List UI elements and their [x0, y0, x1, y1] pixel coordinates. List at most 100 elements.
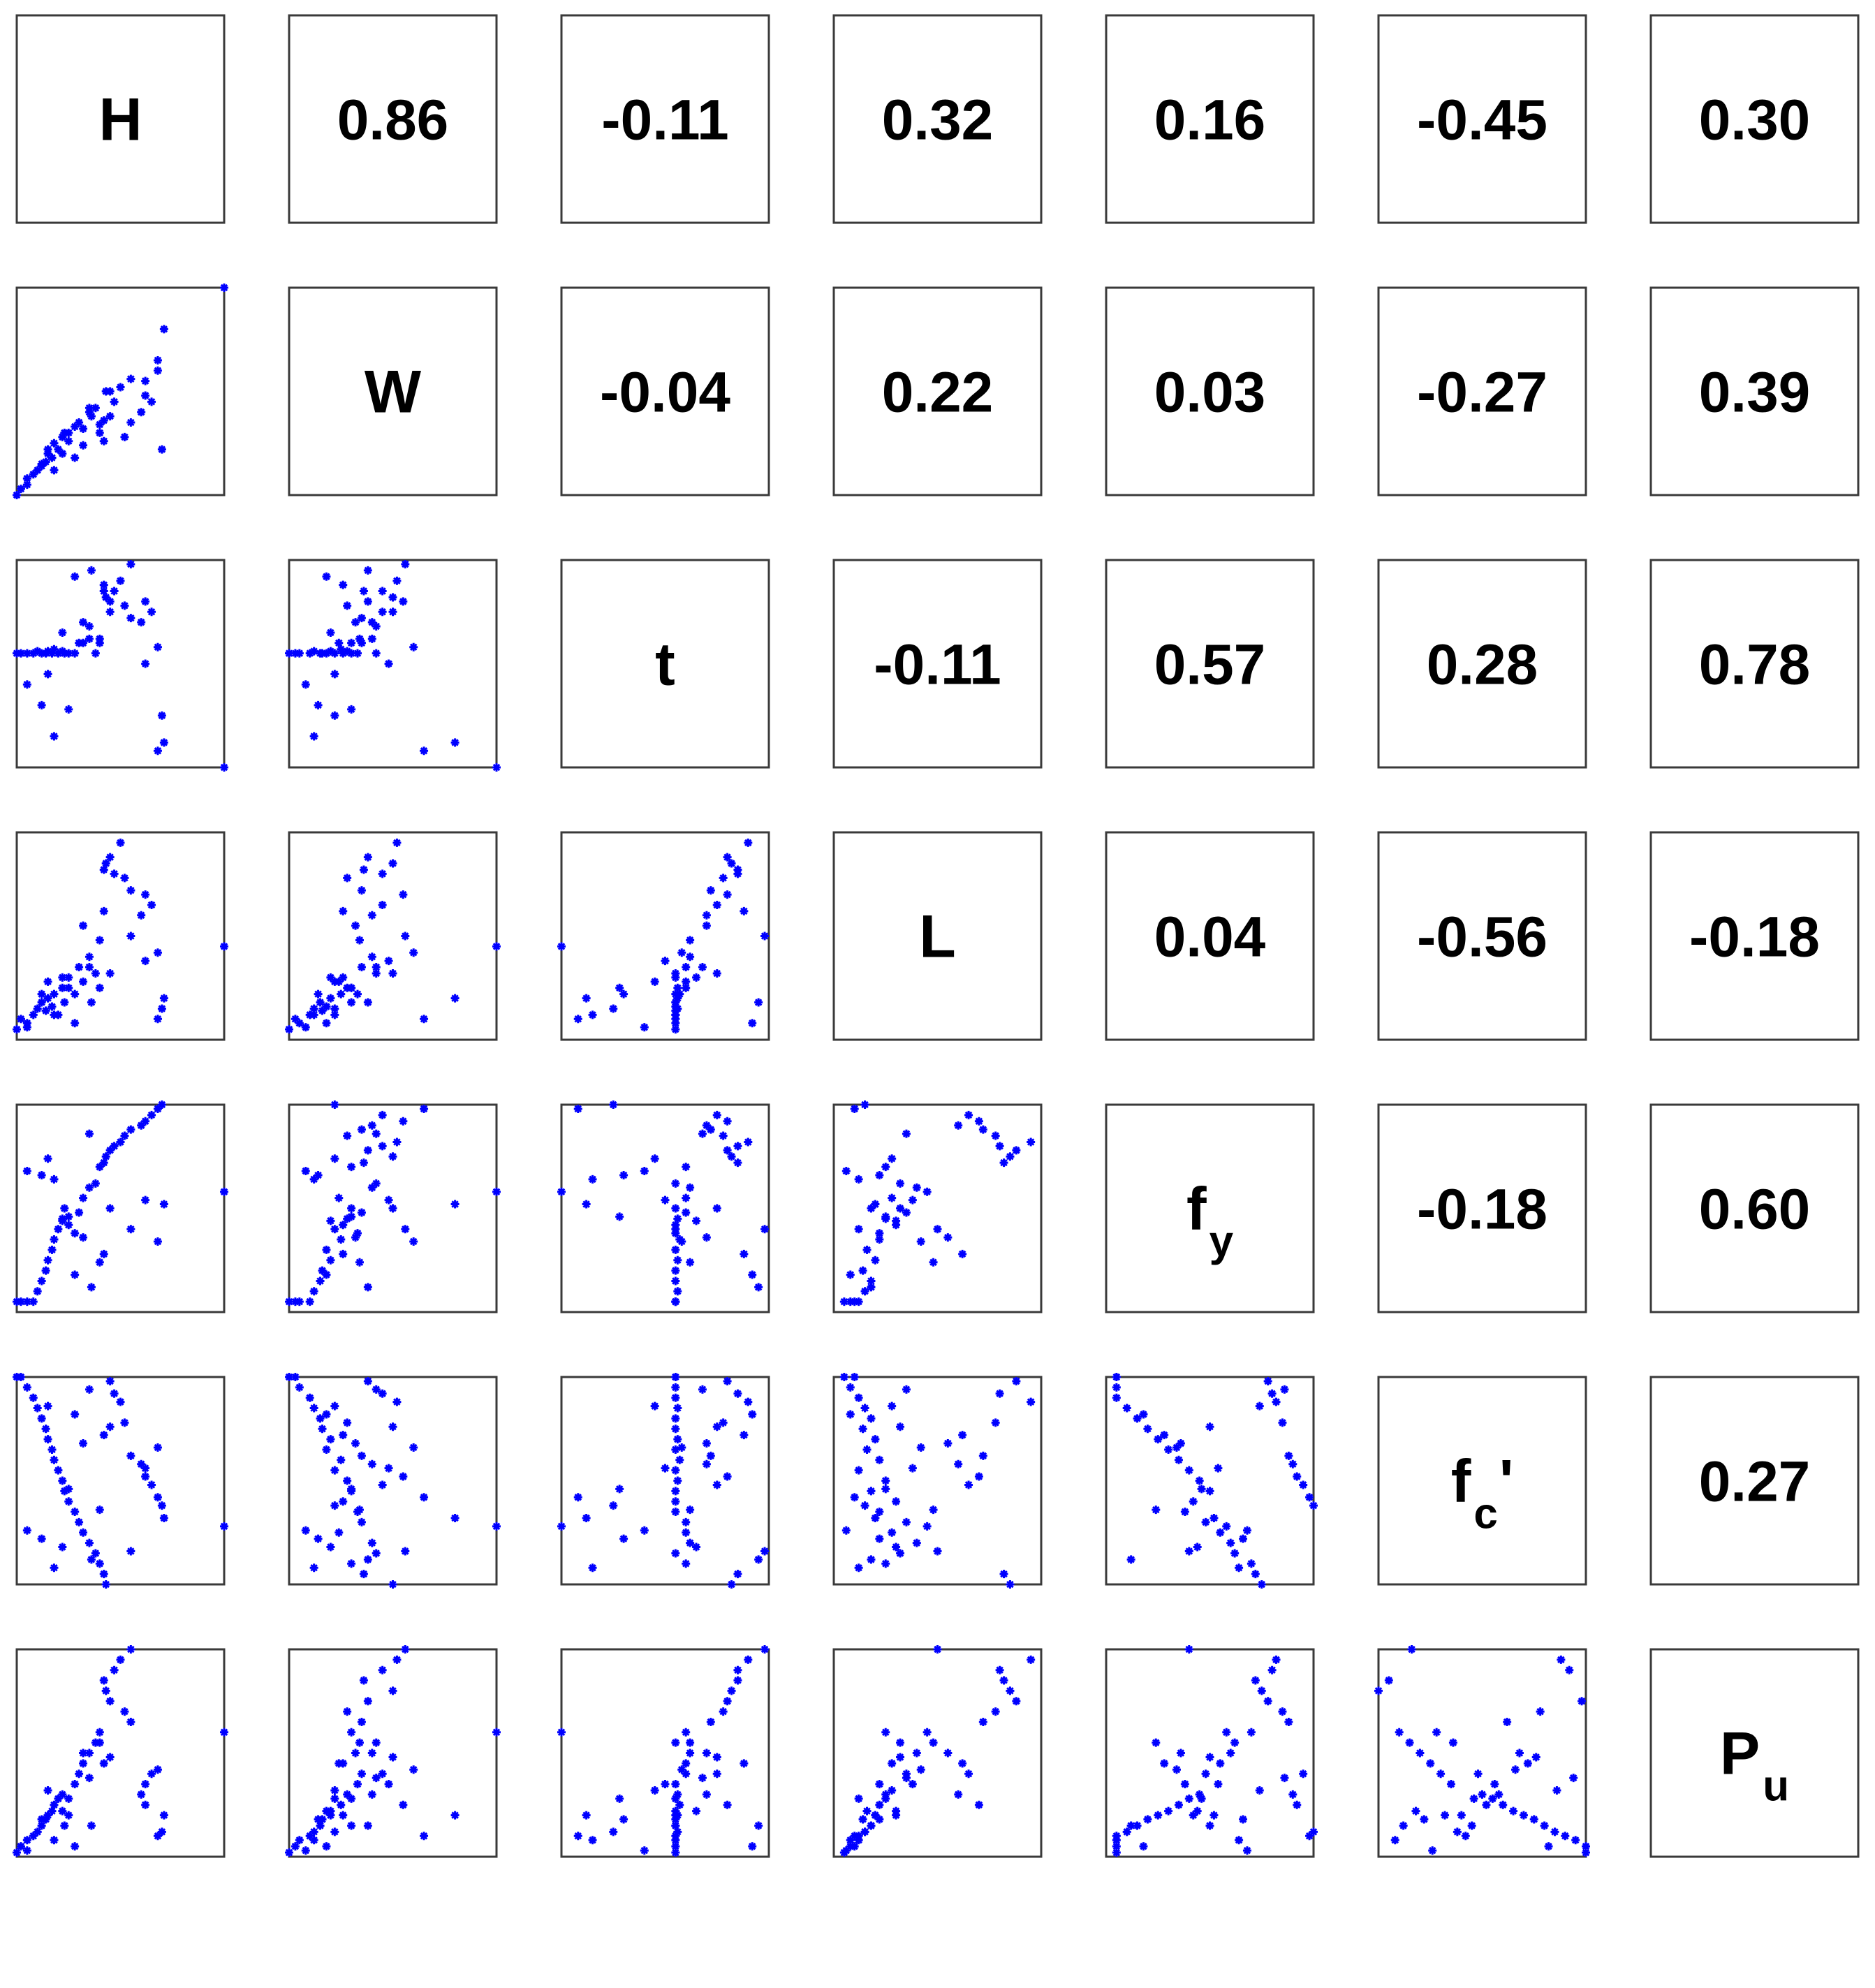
scatter-point	[1226, 1748, 1235, 1758]
panel-frame	[15, 559, 226, 769]
scatter-point	[326, 1256, 335, 1265]
scatter-point	[1164, 1445, 1173, 1454]
scatter-point	[875, 1815, 884, 1824]
scatter-point	[615, 983, 624, 992]
scatter-point	[372, 1738, 381, 1747]
scatter-point	[367, 952, 376, 962]
scatter-point	[137, 1790, 146, 1799]
scatter-point	[1154, 1435, 1163, 1444]
scatter-point	[875, 1534, 884, 1543]
scatter-point	[157, 1827, 166, 1836]
panel-frame	[1105, 1376, 1315, 1586]
scatter-point	[943, 1233, 953, 1242]
scatter-point	[159, 738, 168, 747]
scatter-point	[619, 1170, 628, 1179]
scatter-point	[1565, 1665, 1574, 1674]
scatter-point	[126, 1125, 135, 1134]
scatter-point	[137, 1121, 146, 1130]
scatter-point	[682, 977, 691, 986]
scatter-point	[157, 1501, 166, 1510]
scatter-point	[1569, 1774, 1578, 1783]
scatter-point	[671, 1025, 680, 1034]
scatter-point	[50, 645, 59, 654]
scatter-point	[91, 969, 100, 978]
scatter-point	[43, 977, 52, 986]
scatter-point	[723, 1146, 732, 1155]
scatter-point	[291, 1842, 300, 1851]
cell-r1-c3: 0.22	[832, 286, 1043, 496]
scatter-point	[1027, 1655, 1036, 1664]
scatter-point	[860, 1501, 869, 1510]
scatter-point	[87, 1555, 96, 1564]
scatter-point	[929, 1505, 938, 1515]
scatter-point	[991, 1418, 1000, 1427]
scatter-point	[153, 1443, 162, 1452]
scatter-point	[316, 998, 325, 1007]
scatter-point	[1195, 1476, 1204, 1485]
scatter-point	[13, 1848, 21, 1857]
scatter-point	[671, 1848, 680, 1857]
scatter-point	[309, 1563, 318, 1573]
scatter-point	[285, 1297, 293, 1306]
scatter-point	[105, 1697, 115, 1706]
scatter-point	[740, 906, 749, 915]
scatter-point	[388, 1580, 397, 1589]
scatter-point	[922, 1187, 932, 1196]
correlation-value: 0.78	[1699, 633, 1811, 697]
variable-base: L	[919, 904, 956, 971]
scatter-point	[671, 1179, 680, 1188]
panel-frame	[1377, 1376, 1587, 1586]
scatter-point	[110, 1665, 119, 1674]
scatter-point	[378, 900, 387, 909]
scatter-point	[220, 763, 228, 772]
variable-label: L	[919, 904, 956, 971]
scatter-point	[99, 865, 108, 874]
scatter-point	[110, 1142, 119, 1151]
scatter-point	[1550, 1827, 1559, 1836]
scatter-point	[33, 1404, 42, 1413]
scatter-point	[401, 932, 410, 941]
scatter-point	[860, 1827, 869, 1836]
scatter-point	[671, 1393, 680, 1402]
scatter-point	[105, 969, 115, 978]
scatter-point	[153, 642, 162, 651]
scatter-point	[110, 1389, 119, 1398]
scatter-point	[357, 1451, 366, 1460]
cell-r1-c6: 0.39	[1649, 286, 1860, 496]
cell-r3-c5: -0.56	[1377, 831, 1587, 1041]
scatter-point	[839, 1373, 848, 1381]
variable-base: H	[98, 87, 142, 154]
scatter-point	[922, 1728, 932, 1737]
variable-base: f	[1451, 1448, 1471, 1515]
variable-label: Pu	[1720, 1721, 1789, 1811]
scatter-point	[733, 1676, 742, 1685]
scatter-point	[1448, 1738, 1457, 1747]
scatter-point	[126, 418, 135, 427]
scatter-point	[686, 952, 695, 962]
scatter-point	[347, 1821, 356, 1830]
variable-base: t	[655, 631, 675, 698]
scatter-point	[706, 1451, 715, 1460]
cell-r0-c5: -0.45	[1377, 14, 1587, 224]
scatter-point	[105, 1753, 115, 1762]
scatter-point	[1126, 1821, 1135, 1830]
scatter-point	[702, 911, 711, 920]
scatter-point	[285, 1848, 293, 1857]
scatter-point	[867, 1283, 876, 1292]
scatter-point	[733, 1389, 742, 1398]
scatter-point	[326, 647, 335, 656]
scatter-point	[712, 1769, 721, 1779]
scatter-point	[79, 1439, 88, 1448]
scatter-point	[409, 1237, 418, 1246]
scatter-point	[1174, 1455, 1183, 1464]
scatter-point	[609, 1100, 618, 1109]
cell-r2-c2: t	[560, 559, 770, 769]
scatter-point	[22, 1846, 31, 1855]
scatter-point	[84, 1748, 94, 1758]
scatter-point	[1582, 1842, 1590, 1851]
scatter-point	[334, 638, 344, 647]
scatter-point	[1247, 1728, 1256, 1737]
scatter-point	[671, 1842, 680, 1851]
scatter-point	[337, 645, 346, 654]
scatter-point	[357, 614, 366, 623]
